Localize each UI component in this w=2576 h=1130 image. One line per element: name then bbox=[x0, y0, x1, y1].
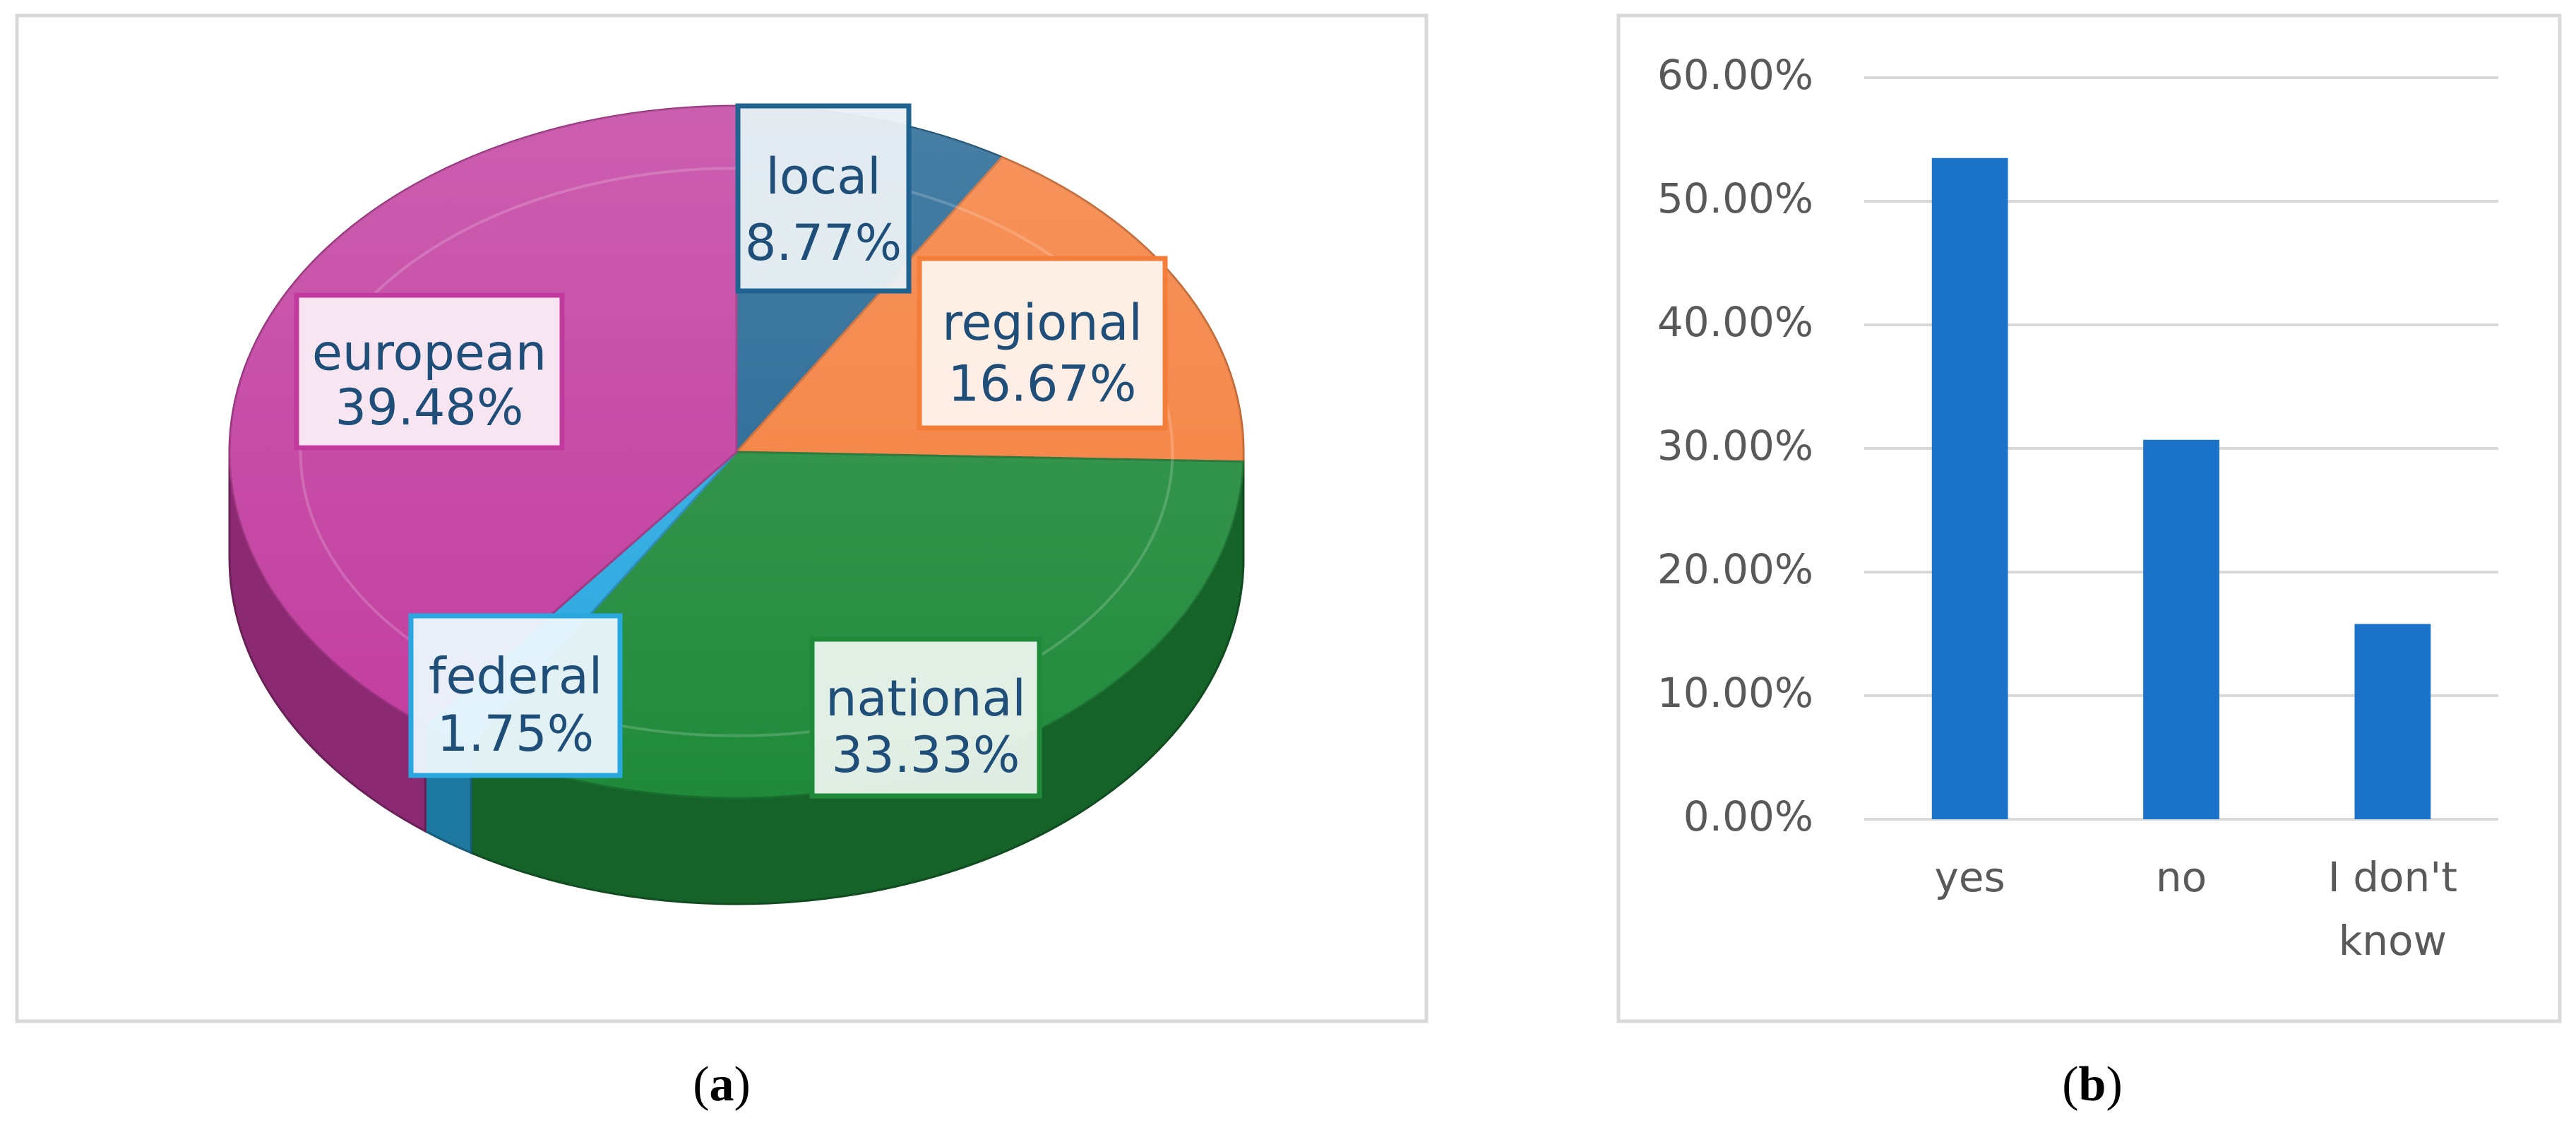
pie-label-name-european: european bbox=[312, 323, 547, 381]
pie-label-value-european: 39.48% bbox=[335, 379, 524, 436]
bar-i-don-t-know bbox=[2354, 624, 2431, 819]
pie-label-name-national: national bbox=[825, 670, 1026, 727]
pie-label-local: local 8.77% bbox=[735, 103, 912, 294]
bar-bars bbox=[1931, 157, 2431, 819]
bar-chart-frame bbox=[1616, 13, 2562, 1023]
caption-a: (a) bbox=[693, 1057, 751, 1112]
pie-label-value-local: 8.77% bbox=[745, 214, 902, 272]
bar-x-tick-labels: yes no I don't know bbox=[1935, 853, 2457, 965]
bar-yes bbox=[1931, 157, 2008, 819]
pie-label-box-national bbox=[809, 636, 1042, 799]
caption-a-letter: a bbox=[710, 1057, 734, 1112]
pie-label-name-federal: federal bbox=[429, 647, 602, 705]
pie-label-value-federal: 1.75% bbox=[437, 705, 594, 763]
bar-no bbox=[2143, 439, 2219, 819]
bar-y-tick-label: 50.00% bbox=[1657, 174, 1813, 222]
bar-x-tick-label: yes bbox=[1935, 853, 2005, 901]
pie-label-name-regional: regional bbox=[942, 294, 1143, 352]
bar-y-tick-label: 20.00% bbox=[1657, 545, 1813, 593]
caption-b: (b) bbox=[2062, 1057, 2123, 1112]
bar-x-tick-label: no bbox=[2156, 853, 2207, 901]
pie-label-name-local: local bbox=[765, 148, 881, 206]
bar-chart-panel: 0.00% 10.00% 20.00% 30.00% 40.00% 50.00% 60.00… bbox=[1616, 13, 2562, 1023]
bar-y-tick-label: 0.00% bbox=[1683, 792, 1813, 840]
bar-x-tick-label: I don't know bbox=[2328, 853, 2457, 965]
pie-label-box-federal bbox=[408, 613, 623, 778]
pie-label-value-regional: 16.67% bbox=[948, 355, 1137, 412]
bar-y-tick-label: 10.00% bbox=[1657, 669, 1813, 717]
caption-b-letter: b bbox=[2079, 1057, 2106, 1112]
pie-label-box-local bbox=[735, 103, 912, 294]
bar-y-tick-label: 40.00% bbox=[1657, 298, 1813, 346]
pie-label-box-regional bbox=[917, 256, 1168, 431]
bar-y-tick-labels: 0.00% 10.00% 20.00% 30.00% 40.00% 50.00% 60.00… bbox=[1657, 51, 1813, 840]
bar-y-tick-label: 60.00% bbox=[1657, 51, 1813, 99]
bar-y-tick-label: 30.00% bbox=[1657, 422, 1813, 470]
pie-label-box-european bbox=[294, 292, 565, 451]
pie-label-value-national: 33.33% bbox=[832, 726, 1020, 784]
